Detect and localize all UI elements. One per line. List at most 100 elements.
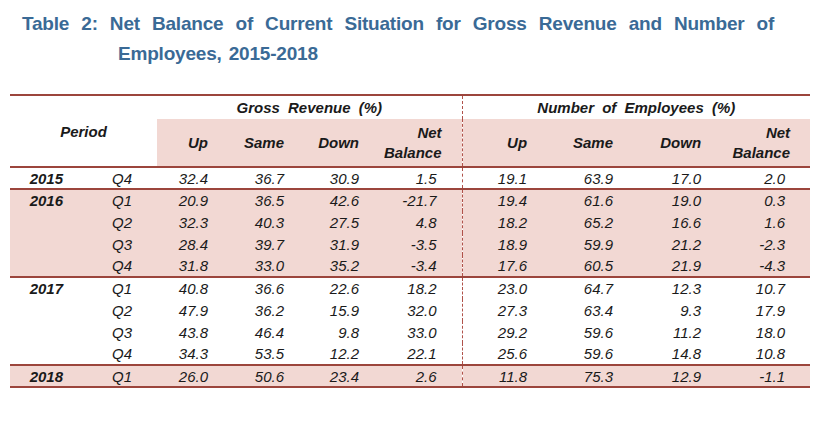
value-cell: 1.5	[384, 167, 462, 189]
value-cell: 43.8	[157, 321, 233, 343]
quarter-cell: Q1	[88, 277, 157, 299]
value-cell: 15.9	[309, 299, 384, 321]
value-cell: 22.6	[309, 277, 384, 299]
value-cell: 12.3	[638, 277, 726, 299]
value-cell: 19.4	[462, 189, 552, 211]
value-cell: 33.0	[384, 321, 462, 343]
value-cell: 75.3	[552, 365, 638, 387]
value-cell: 23.0	[462, 277, 552, 299]
value-cell: 36.6	[233, 277, 309, 299]
value-cell: 2.6	[384, 365, 462, 387]
value-cell: 14.8	[638, 343, 726, 365]
value-cell: 23.4	[309, 365, 384, 387]
value-cell: 60.5	[552, 255, 638, 277]
value-cell: 61.6	[552, 189, 638, 211]
value-cell: -3.5	[384, 233, 462, 255]
value-cell: 30.9	[309, 167, 384, 189]
value-cell: 46.4	[233, 321, 309, 343]
value-cell: 17.0	[638, 167, 726, 189]
value-cell: 31.9	[309, 233, 384, 255]
value-cell: 36.7	[233, 167, 309, 189]
value-cell: 32.4	[157, 167, 233, 189]
value-cell: 64.7	[552, 277, 638, 299]
table-row-2016-Q1: 2016Q120.936.542.6-21.719.461.619.00.3	[10, 189, 810, 211]
value-cell: 42.6	[309, 189, 384, 211]
value-cell: 17.9	[726, 299, 810, 321]
value-cell: 19.1	[462, 167, 552, 189]
quarter-cell: Q1	[88, 189, 157, 211]
subheader-net-balance-1: Net Balance	[384, 119, 462, 167]
value-cell: 40.3	[233, 211, 309, 233]
value-cell: 18.0	[726, 321, 810, 343]
value-cell: 11.2	[638, 321, 726, 343]
value-cell: 47.9	[157, 299, 233, 321]
value-cell: 0.3	[726, 189, 810, 211]
table-row-2017-Q3: Q343.846.49.833.029.259.611.218.0	[10, 321, 810, 343]
value-cell: -2.3	[726, 233, 810, 255]
value-cell: 33.0	[233, 255, 309, 277]
quarter-cell: Q3	[88, 321, 157, 343]
value-cell: 63.9	[552, 167, 638, 189]
value-cell: 31.8	[157, 255, 233, 277]
year-cell: 2015	[10, 167, 88, 189]
subheader-net-balance-2: Net Balance	[726, 119, 810, 167]
subheader-same-1: Same	[233, 119, 309, 167]
value-cell: 12.2	[309, 343, 384, 365]
value-cell: 63.4	[552, 299, 638, 321]
value-cell: -21.7	[384, 189, 462, 211]
value-cell: -3.4	[384, 255, 462, 277]
value-cell: 34.3	[157, 343, 233, 365]
value-cell: 21.9	[638, 255, 726, 277]
value-cell: 19.0	[638, 189, 726, 211]
value-cell: 27.3	[462, 299, 552, 321]
period-header: Period	[10, 95, 157, 167]
value-cell: 32.0	[384, 299, 462, 321]
value-cell: 40.8	[157, 277, 233, 299]
value-cell: 59.6	[552, 343, 638, 365]
value-cell: 18.9	[462, 233, 552, 255]
year-cell: 2017	[10, 277, 88, 299]
quarter-cell: Q4	[88, 255, 157, 277]
value-cell: 25.6	[462, 343, 552, 365]
quarter-cell: Q1	[88, 365, 157, 387]
year-cell	[10, 299, 88, 321]
document-page: Table 2: Net Balance of Current Situatio…	[0, 0, 840, 428]
value-cell: 9.3	[638, 299, 726, 321]
value-cell: 35.2	[309, 255, 384, 277]
group-header-row: Period Gross Revenue (%) Number of Emplo…	[10, 95, 810, 119]
quarter-cell: Q3	[88, 233, 157, 255]
value-cell: 2.0	[726, 167, 810, 189]
table-title-line1: Table 2: Net Balance of Current Situatio…	[22, 9, 822, 39]
value-cell: 53.5	[233, 343, 309, 365]
value-cell: 39.7	[233, 233, 309, 255]
group-header-number-of-employees: Number of Employees (%)	[462, 95, 810, 119]
value-cell: 11.8	[462, 365, 552, 387]
subheader-same-2: Same	[552, 119, 638, 167]
value-cell: 12.9	[638, 365, 726, 387]
value-cell: 36.2	[233, 299, 309, 321]
table-row-2018-Q1: 2018Q126.050.623.42.611.875.312.9-1.1	[10, 365, 810, 387]
quarter-cell: Q4	[88, 343, 157, 365]
value-cell: 29.2	[462, 321, 552, 343]
value-cell: 65.2	[552, 211, 638, 233]
subheader-up-2: Up	[462, 119, 552, 167]
subheader-down-1: Down	[309, 119, 384, 167]
year-cell	[10, 233, 88, 255]
value-cell: 16.6	[638, 211, 726, 233]
value-cell: 21.2	[638, 233, 726, 255]
table-row-2015-Q4: 2015Q432.436.730.91.519.163.917.02.0	[10, 167, 810, 189]
net-balance-table: Period Gross Revenue (%) Number of Emplo…	[10, 94, 810, 388]
table-row-2016-Q2: Q232.340.327.54.818.265.216.61.6	[10, 211, 810, 233]
year-cell: 2018	[10, 365, 88, 387]
value-cell: 4.8	[384, 211, 462, 233]
table-title: Table 2: Net Balance of Current Situatio…	[22, 9, 822, 69]
value-cell: -4.3	[726, 255, 810, 277]
year-cell	[10, 255, 88, 277]
quarter-cell: Q4	[88, 167, 157, 189]
value-cell: 59.6	[552, 321, 638, 343]
group-header-gross-revenue: Gross Revenue (%)	[157, 95, 462, 119]
value-cell: 59.9	[552, 233, 638, 255]
value-cell: 10.7	[726, 277, 810, 299]
value-cell: 26.0	[157, 365, 233, 387]
value-cell: 20.9	[157, 189, 233, 211]
